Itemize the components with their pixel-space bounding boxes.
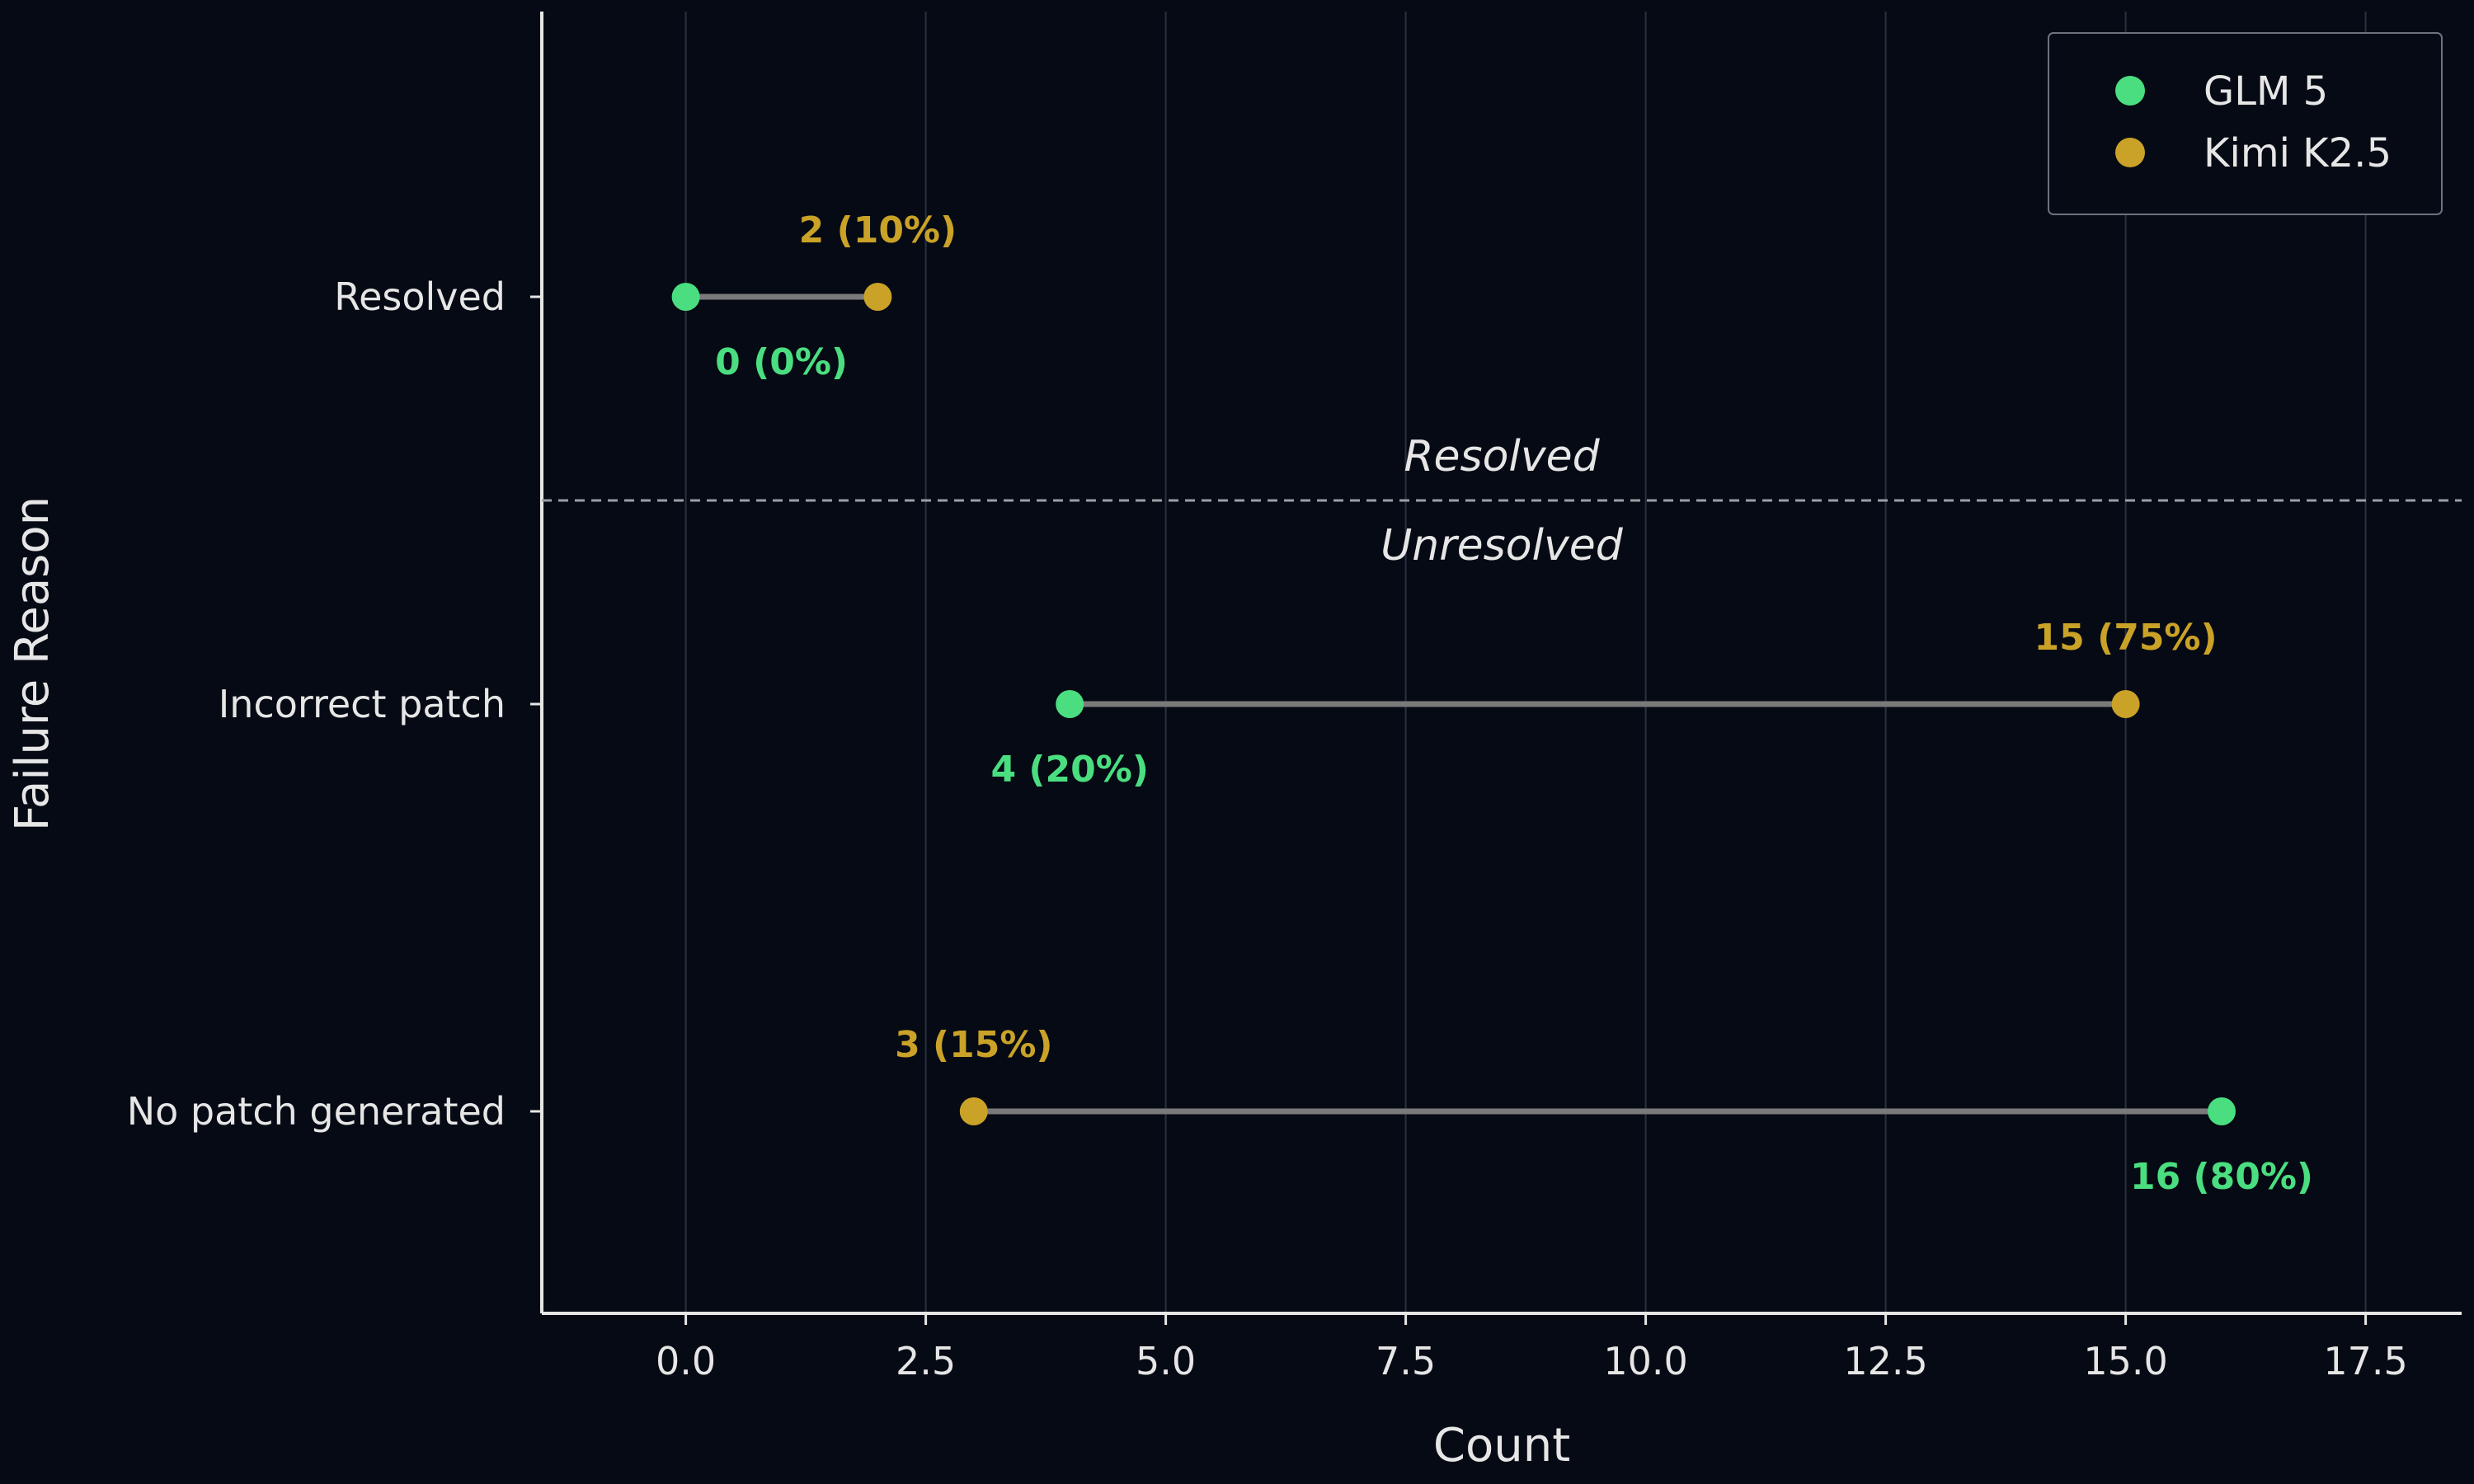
- data-label-glm-5-incorrect-patch: 4 (20%): [990, 749, 1148, 791]
- y-axis-title: Failure Reason: [6, 496, 59, 831]
- data-label-kimi-k2-5-resolved: 2 (10%): [799, 209, 957, 251]
- unresolved-region-label: Unresolved: [1380, 521, 1624, 571]
- x-tick-label-5: 12.5: [1843, 1339, 1927, 1383]
- legend-label-glm-5: GLM 5: [2204, 68, 2328, 115]
- x-tick-label-6: 15.0: [2083, 1339, 2167, 1383]
- point-kimi-k2-5-no-patch-generated: [959, 1097, 988, 1125]
- x-axis-title: Count: [1433, 1419, 1570, 1472]
- legend-box: [2048, 32, 2443, 215]
- point-glm-5-incorrect-patch: [1056, 690, 1084, 718]
- x-tick-label-1: 2.5: [896, 1339, 956, 1383]
- grid-lines: [684, 12, 2367, 1313]
- axes: 0.0 2.5 5.0 7.5 10.0 12.5 15.0 17.5 Resolved Inco…: [127, 12, 2462, 1383]
- data-label-kimi-k2-5-no-patch-generated: 3 (15%): [895, 1024, 1052, 1066]
- resolved-divider: Resolved Unresolved: [542, 432, 2462, 571]
- point-kimi-k2-5-incorrect-patch: [2111, 690, 2140, 718]
- data-label-glm-5-no-patch-generated: 16 (80%): [2130, 1156, 2313, 1198]
- y-tick-label-no-patch-generated: No patch generated: [127, 1089, 506, 1134]
- data-label-glm-5-resolved: 0 (0%): [715, 341, 848, 383]
- x-tick-label-3: 7.5: [1376, 1339, 1436, 1383]
- legend-label-kimi-k2-5: Kimi K2.5: [2204, 130, 2392, 176]
- point-kimi-k2-5-resolved: [863, 283, 892, 311]
- legend-marker-kimi-k2-5: [2115, 138, 2145, 167]
- x-tick-label-0: 0.0: [656, 1339, 716, 1383]
- y-tick-label-incorrect-patch: Incorrect patch: [219, 682, 506, 726]
- point-glm-5-resolved: [671, 283, 700, 311]
- point-glm-5-no-patch-generated: [2208, 1097, 2236, 1125]
- data-label-kimi-k2-5-incorrect-patch: 15 (75%): [2034, 617, 2218, 659]
- x-tick-label-4: 10.0: [1603, 1339, 1687, 1383]
- y-tick-label-resolved: Resolved: [334, 275, 506, 319]
- legend-marker-glm-5: [2115, 76, 2145, 106]
- x-tick-label-2: 5.0: [1136, 1339, 1196, 1383]
- resolved-region-label: Resolved: [1404, 432, 1600, 481]
- legend: GLM 5 Kimi K2.5: [2048, 32, 2443, 215]
- x-tick-label-7: 17.5: [2323, 1339, 2407, 1383]
- dumbbell-marks: 0 (0%) 2 (10%) 4 (20%) 15 (75%) 16 (80%) 3 (1…: [671, 209, 2313, 1198]
